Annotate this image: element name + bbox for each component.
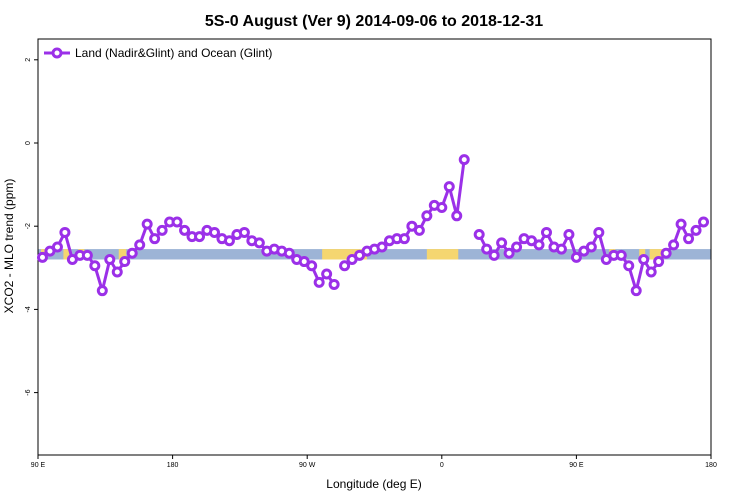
data-point <box>533 239 545 251</box>
data-point <box>488 249 500 261</box>
data-point <box>540 226 552 238</box>
data-point <box>421 210 433 222</box>
data-point <box>51 241 63 253</box>
data-point <box>645 266 657 278</box>
data-point <box>171 216 183 228</box>
data-point <box>630 285 642 297</box>
land-segment <box>322 249 353 260</box>
data-point <box>653 256 665 268</box>
data-point <box>179 224 191 236</box>
land-segment <box>118 249 127 260</box>
data-point <box>623 260 635 272</box>
data-point <box>615 249 627 261</box>
x-tick-label: 90 E <box>31 462 46 469</box>
data-point <box>194 231 206 243</box>
data-point <box>481 243 493 255</box>
data-point <box>111 266 123 278</box>
y-tick-label: -6 <box>25 389 32 395</box>
y-tick-label: -4 <box>25 306 32 312</box>
data-point <box>339 260 351 272</box>
legend-label: Land (Nadir&Glint) and Ocean (Glint) <box>75 46 272 60</box>
data-point <box>496 237 508 249</box>
data-point <box>141 218 153 230</box>
data-point <box>555 243 567 255</box>
data-point <box>81 249 93 261</box>
series-layer <box>36 154 710 297</box>
legend: Land (Nadir&Glint) and Ocean (Glint) <box>44 46 272 60</box>
data-point <box>563 229 575 241</box>
data-point <box>376 241 388 253</box>
chart-title: 5S-0 August (Ver 9) 2014-09-06 to 2018-1… <box>205 13 543 30</box>
y-axis-label: XCO2 - MLO trend (ppm) <box>2 179 16 314</box>
land-segment <box>649 249 664 260</box>
data-point <box>208 226 220 238</box>
data-point <box>96 285 108 297</box>
plot-frame <box>37 38 712 456</box>
data-point <box>126 247 138 259</box>
x-tick-label: 90 W <box>299 462 316 469</box>
data-point <box>451 210 463 222</box>
data-point <box>443 181 455 193</box>
data-point <box>458 154 470 166</box>
x-tick-label: 0 <box>440 462 444 469</box>
data-point <box>683 233 695 245</box>
x-axis-label: Longitude (deg E) <box>326 477 421 491</box>
data-point <box>436 201 448 213</box>
data-point <box>134 239 146 251</box>
data-point <box>328 278 340 290</box>
data-point <box>473 229 485 241</box>
x-tick-label: 90 E <box>569 462 584 469</box>
data-point <box>690 224 702 236</box>
y-axis: 2 0 -2 -4 -6 <box>25 58 38 396</box>
land-segment <box>426 249 459 260</box>
y-tick-label: -2 <box>25 223 32 229</box>
legend-marker-swatch <box>51 47 63 59</box>
data-point <box>585 241 597 253</box>
data-point <box>149 233 161 245</box>
data-point <box>511 241 523 253</box>
data-point <box>570 251 582 263</box>
data-point <box>36 251 48 263</box>
data-point <box>660 247 672 259</box>
land-segment <box>63 249 70 260</box>
x-tick-label: 180 <box>167 462 179 469</box>
data-point <box>238 226 250 238</box>
x-tick-label: 180 <box>705 462 717 469</box>
data-point <box>283 247 295 259</box>
data-point <box>321 268 333 280</box>
y-tick-label: 0 <box>25 141 32 145</box>
data-point <box>398 233 410 245</box>
data-point <box>59 226 71 238</box>
data-point <box>253 237 265 249</box>
data-point <box>638 253 650 265</box>
y-tick-label: 2 <box>25 58 32 62</box>
data-point <box>413 224 425 236</box>
data-point <box>156 224 168 236</box>
data-point <box>668 239 680 251</box>
data-point <box>313 276 325 288</box>
data-point <box>89 260 101 272</box>
data-point <box>675 218 687 230</box>
data-point <box>306 260 318 272</box>
data-point <box>223 235 235 247</box>
data-point <box>104 253 116 265</box>
data-point <box>503 247 515 259</box>
data-point <box>593 226 605 238</box>
data-point <box>698 216 710 228</box>
x-axis: 90 E 180 90 W 0 90 E 180 <box>31 455 717 469</box>
data-point <box>119 256 131 268</box>
